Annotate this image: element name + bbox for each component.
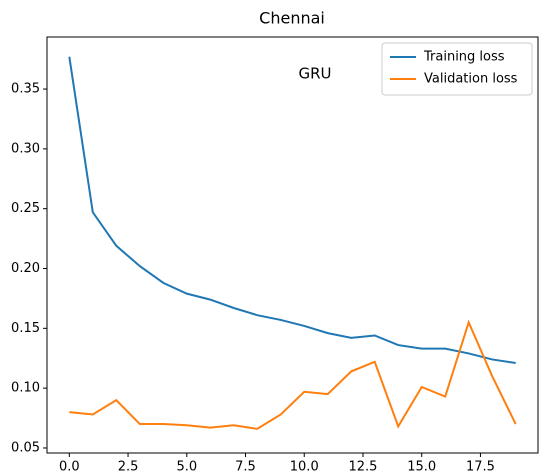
y-tick-label: 0.30 xyxy=(11,141,40,156)
y-tick-label: 0.15 xyxy=(11,321,40,336)
legend-label: Validation loss xyxy=(424,72,518,87)
x-tick-label: 12.5 xyxy=(349,460,378,474)
legend-label: Training loss xyxy=(423,50,505,65)
line-series xyxy=(69,319,517,430)
x-tick-label: 15.0 xyxy=(407,460,436,474)
x-tick-label: 0.0 xyxy=(59,460,80,474)
chart-title: Chennai xyxy=(259,9,325,28)
legend-box xyxy=(381,42,533,96)
x-tick-label: 7.5 xyxy=(235,460,256,474)
y-tick-label: 0.35 xyxy=(11,82,40,97)
x-tick-label: 5.0 xyxy=(176,460,197,474)
x-tick-label: 2.5 xyxy=(118,460,139,474)
plot-frame xyxy=(46,36,539,454)
y-tick-label: 0.25 xyxy=(11,201,40,216)
x-tick-label: 10.0 xyxy=(290,460,319,474)
line-series xyxy=(68,56,516,365)
y-tick-label: 0.20 xyxy=(11,261,40,276)
y-tick-label: 0.05 xyxy=(11,440,40,455)
y-tick-label: 0.10 xyxy=(11,381,40,396)
x-tick-label: 17.5 xyxy=(466,460,495,474)
annotation: GRU xyxy=(298,65,331,83)
